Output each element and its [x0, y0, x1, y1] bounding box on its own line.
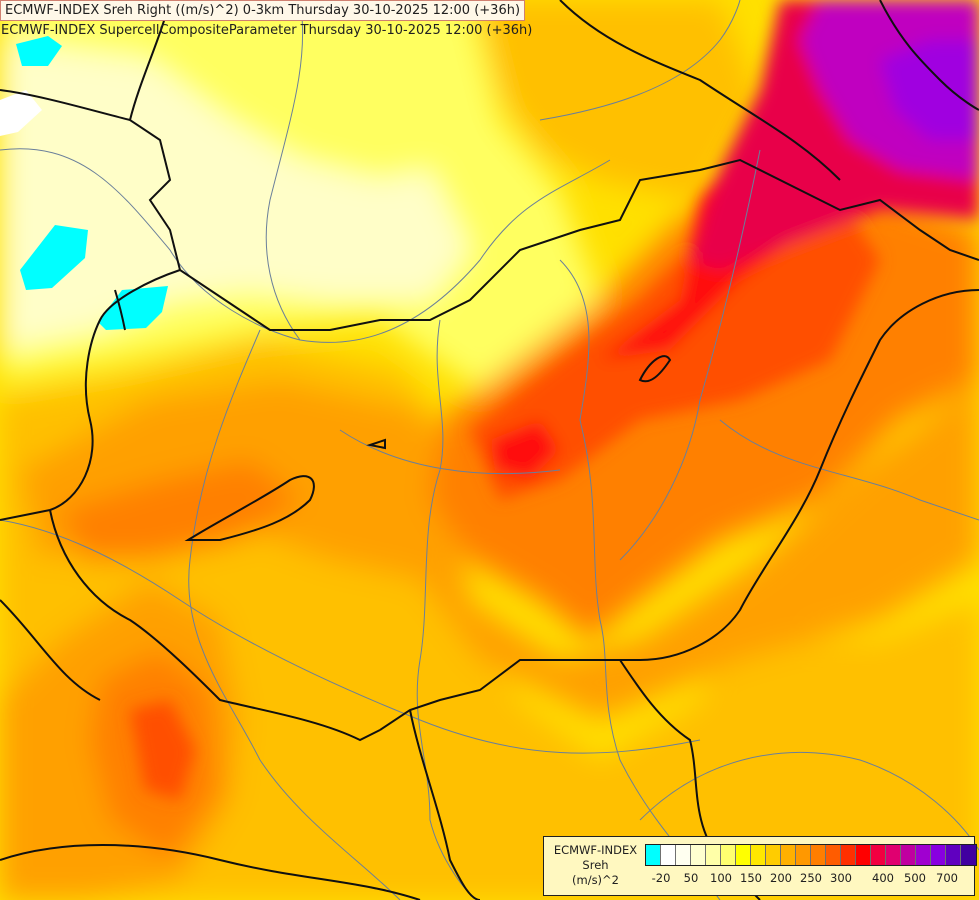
legend-unit: (m/s)^2	[572, 873, 619, 887]
legend-swatch	[931, 845, 946, 865]
color-legend: ECMWF-INDEX Sreh (m/s)^2 -20 50 100 150 200 2…	[543, 836, 977, 896]
legend-swatch	[826, 845, 841, 865]
legend-tick-label: 200	[770, 871, 792, 885]
legend-tick-label: -20	[651, 871, 671, 885]
field-purple-northeast	[880, 40, 979, 140]
legend-swatch	[811, 845, 826, 865]
legend-swatch	[841, 845, 856, 865]
legend-swatch	[706, 845, 721, 865]
legend-source: ECMWF-INDEX	[553, 843, 638, 857]
legend-swatch	[886, 845, 901, 865]
legend-swatch	[946, 845, 961, 865]
legend-tick-label: 500	[904, 871, 926, 885]
legend-variable: Sreh	[582, 858, 609, 872]
legend-swatch	[796, 845, 811, 865]
map-title-box: ECMWF-INDEX Sreh Right ((m/s)^2) 0-3km T…	[0, 0, 532, 38]
legend-swatch	[961, 845, 976, 865]
legend-tick-label: 50	[683, 871, 699, 885]
legend-swatch	[916, 845, 931, 865]
legend-swatch	[721, 845, 736, 865]
field-cyan-patch-1	[20, 225, 88, 290]
field-cyan-patch-2	[98, 286, 168, 330]
field-amber-north	[480, 0, 760, 200]
legend-swatch	[766, 845, 781, 865]
legend-swatch	[661, 845, 676, 865]
legend-tick-label: 150	[740, 871, 762, 885]
legend-swatch	[781, 845, 796, 865]
field-cyan-patch-3	[16, 36, 62, 66]
legend-tick-labels: -20 50 100 150 200 250 300 400 500 700	[645, 871, 975, 887]
legend-tick-label: 100	[710, 871, 732, 885]
field-red-orange-diagonal	[470, 200, 880, 500]
legend-tick-label: 700	[936, 871, 958, 885]
legend-swatch	[871, 845, 886, 865]
legend-swatch	[676, 845, 691, 865]
field-white-patch	[0, 90, 42, 136]
field-orange-central	[20, 380, 979, 720]
legend-swatch	[736, 845, 751, 865]
legend-swatch	[856, 845, 871, 865]
field-red-orange-southwest	[130, 700, 195, 800]
legend-color-bar	[645, 844, 977, 866]
legend-tick-label: 300	[830, 871, 852, 885]
map-title-line-1: ECMWF-INDEX Sreh Right ((m/s)^2) 0-3km T…	[5, 3, 521, 18]
legend-labels: ECMWF-INDEX Sreh (m/s)^2	[548, 843, 643, 888]
legend-swatch	[751, 845, 766, 865]
legend-tick-label: 400	[872, 871, 894, 885]
legend-swatch	[901, 845, 916, 865]
legend-tick-label: 250	[800, 871, 822, 885]
legend-swatch	[691, 845, 706, 865]
field-red-core	[490, 420, 560, 480]
legend-swatch	[646, 845, 661, 865]
map-title-line-2: ECMWF-INDEX SupercellCompositeParameter …	[1, 23, 533, 38]
